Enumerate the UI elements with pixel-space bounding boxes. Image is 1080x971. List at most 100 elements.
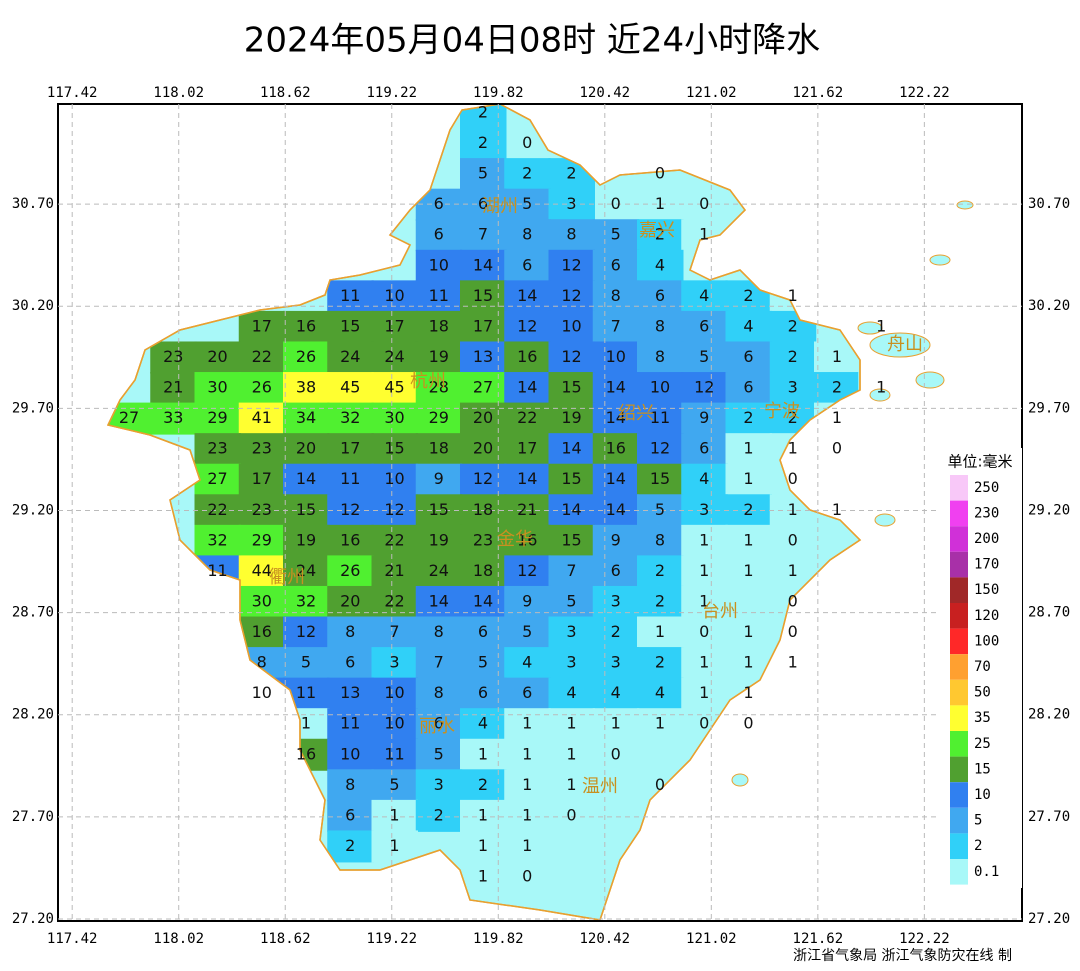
rain-cell — [548, 341, 595, 374]
station-value: 20 — [296, 439, 316, 458]
station-value: 0 — [611, 194, 621, 213]
station-value: 15 — [650, 469, 670, 488]
station-value: 0 — [788, 530, 798, 549]
legend-swatch — [950, 679, 968, 706]
station-value: 3 — [611, 591, 621, 610]
station-value: 5 — [611, 225, 621, 244]
rain-cell — [504, 830, 551, 863]
station-value: 14 — [429, 591, 449, 610]
rain-cell — [548, 524, 595, 557]
station-value: 14 — [606, 469, 626, 488]
x-tick-label: 117.42 — [47, 85, 98, 101]
station-value: 10 — [340, 744, 360, 763]
rain-cell — [548, 188, 595, 221]
rain-cell — [327, 647, 374, 680]
station-value: 1 — [478, 805, 488, 824]
rain-cell — [415, 310, 463, 343]
rain-cell — [504, 341, 551, 374]
station-value: 6 — [699, 316, 709, 335]
station-value: 22 — [384, 530, 404, 549]
station-value: 6 — [522, 255, 532, 274]
station-value: 2 — [743, 408, 753, 427]
rain-cell — [725, 463, 772, 496]
station-value: 10 — [384, 714, 404, 733]
legend-label: 230 — [974, 505, 999, 521]
rain-cell — [504, 188, 551, 221]
rain-cell — [637, 524, 684, 557]
station-value: 1 — [832, 500, 842, 519]
station-value: 41 — [252, 408, 272, 427]
legend-swatch — [950, 500, 968, 527]
rain-cell — [681, 463, 728, 496]
city-label: 宁波 — [764, 401, 800, 422]
rain-cell — [592, 616, 640, 649]
rain-cell — [371, 616, 418, 649]
station-value: 1 — [876, 316, 886, 335]
rain-cell — [238, 463, 286, 496]
rain-cell — [592, 555, 640, 588]
legend-swatch — [950, 807, 968, 834]
station-value: 17 — [517, 439, 537, 458]
rain-cell — [415, 372, 463, 405]
y-tick-label: 27.70 — [1028, 809, 1070, 825]
rain-cell — [327, 738, 374, 771]
station-value: 22 — [517, 408, 537, 427]
rain-cell — [592, 524, 640, 557]
station-value: 12 — [296, 622, 316, 641]
rain-cell — [725, 433, 772, 466]
y-tick-label: 27.20 — [12, 911, 54, 927]
islands — [731, 200, 974, 787]
station-value: 30 — [384, 408, 404, 427]
station-value: 16 — [340, 530, 360, 549]
legend-label: 0.1 — [974, 864, 999, 880]
rain-cell — [371, 280, 418, 313]
station-value: 3 — [566, 653, 576, 672]
station-value: 2 — [478, 103, 488, 122]
station-value: 14 — [517, 286, 537, 305]
rain-cell — [504, 677, 551, 710]
legend-label: 15 — [974, 761, 991, 777]
station-value: 13 — [340, 683, 360, 702]
station-value: 11 — [384, 744, 404, 763]
station-value: 6 — [345, 805, 355, 824]
rain-cell — [238, 524, 286, 557]
rain-cell — [637, 188, 684, 221]
rain-cell — [504, 616, 551, 649]
rain-cell — [327, 769, 374, 802]
rain-cell — [283, 524, 330, 557]
station-value: 14 — [517, 469, 537, 488]
city-label: 舟山 — [887, 334, 923, 355]
station-value: 11 — [207, 561, 227, 580]
station-value: 10 — [384, 683, 404, 702]
legend-label: 120 — [974, 608, 999, 624]
rain-cell — [769, 341, 817, 374]
station-value: 14 — [296, 469, 316, 488]
rain-cell — [327, 280, 374, 313]
rain-cell — [637, 463, 684, 496]
station-value: 2 — [788, 316, 798, 335]
station-value: 18 — [473, 500, 493, 519]
legend-swatch — [950, 859, 968, 885]
station-value: 6 — [699, 439, 709, 458]
rain-cell — [238, 341, 286, 374]
station-value: 12 — [561, 347, 581, 366]
rain-cell — [592, 219, 640, 252]
station-value: 10 — [384, 286, 404, 305]
station-value: 4 — [611, 683, 621, 702]
station-value: 4 — [566, 683, 576, 702]
station-value: 1 — [743, 561, 753, 580]
station-value: 2 — [522, 164, 532, 183]
legend-label: 200 — [974, 531, 999, 547]
rain-cell — [725, 341, 772, 374]
x-tick-label: 120.42 — [580, 931, 631, 947]
station-value: 32 — [340, 408, 360, 427]
rain-cell — [327, 830, 374, 863]
station-value: 2 — [655, 561, 665, 580]
station-value: 6 — [743, 378, 753, 397]
rain-cell — [371, 463, 418, 496]
rain-cell — [371, 769, 418, 802]
station-value: 10 — [384, 469, 404, 488]
station-value: 17 — [252, 316, 272, 335]
rain-cell — [371, 555, 418, 588]
station-value: 8 — [345, 775, 355, 794]
